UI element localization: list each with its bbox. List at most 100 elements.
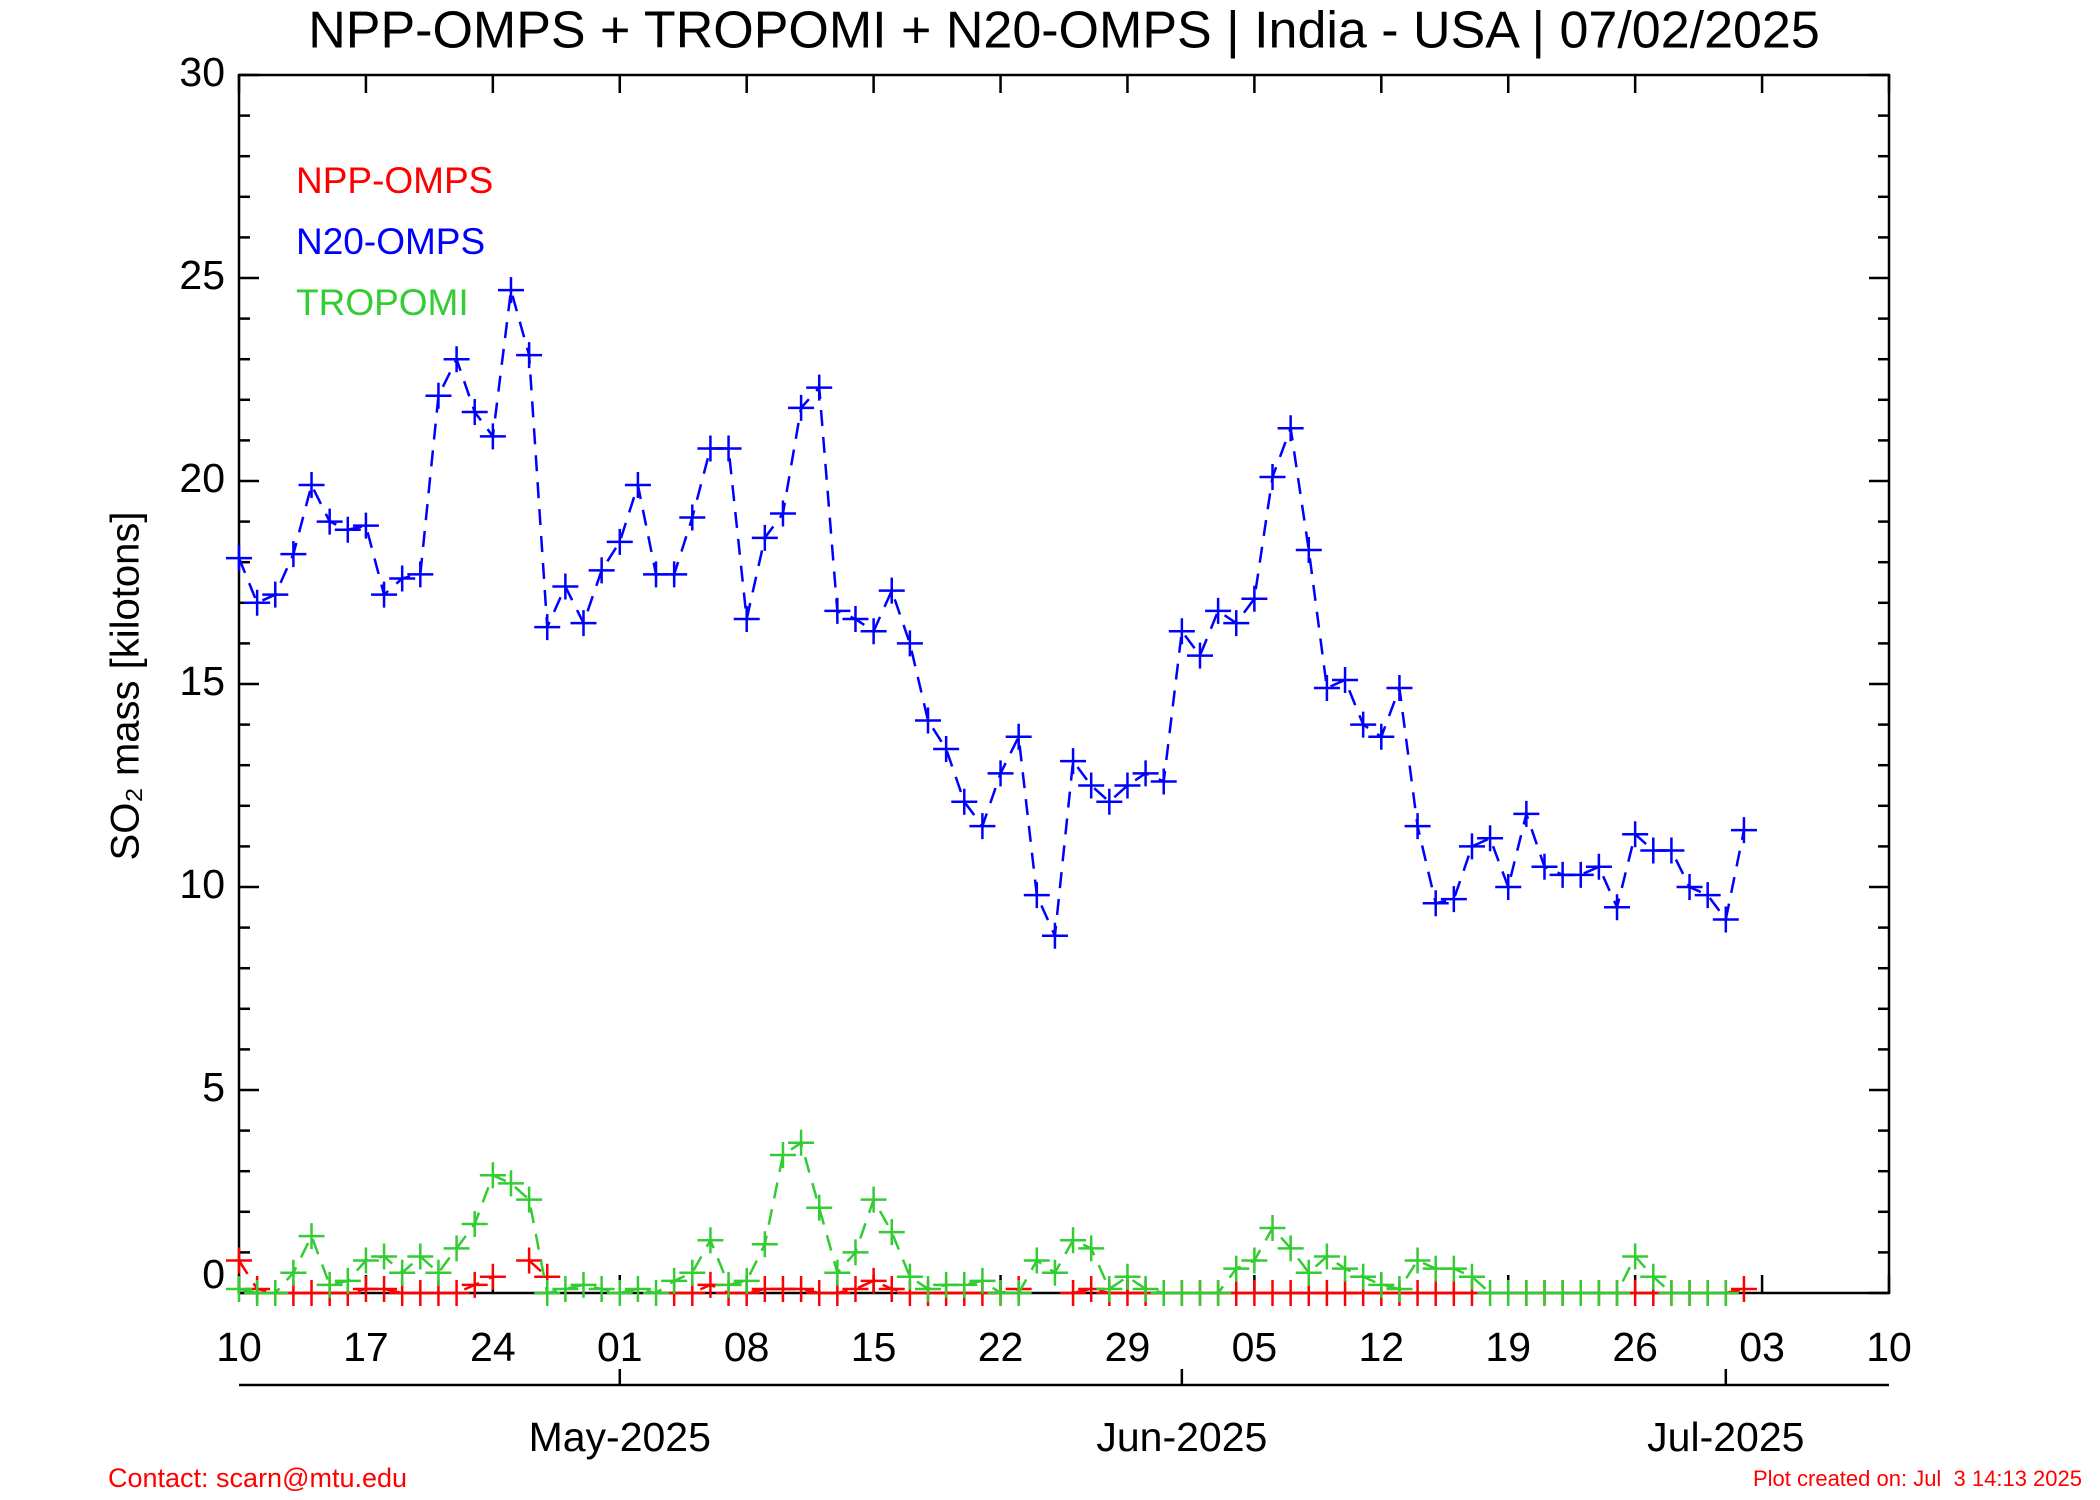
data-point (733, 1267, 760, 1294)
x-tick-label: 10 (216, 1324, 262, 1370)
y-tick-label: 15 (179, 658, 225, 704)
data-point (1096, 788, 1123, 815)
data-point (915, 1275, 942, 1302)
data-point (679, 1259, 706, 1286)
data-point (226, 1247, 252, 1274)
data-point (371, 1275, 398, 1302)
data-point (1712, 906, 1739, 933)
data-point (371, 581, 398, 608)
data-point (624, 472, 651, 499)
data-point (715, 435, 742, 462)
data-point (1332, 666, 1359, 693)
data-point (878, 577, 905, 604)
data-point (1440, 1255, 1467, 1282)
data-point (407, 1243, 434, 1270)
data-point (497, 277, 524, 304)
data-point (624, 1275, 651, 1302)
data-point (1005, 723, 1032, 750)
data-point (479, 1263, 506, 1290)
data-point (552, 573, 579, 600)
created-note: Plot created on: Jul 3 14:13 2025 (1753, 1466, 2082, 1491)
data-point (1041, 922, 1068, 949)
chart-title: NPP-OMPS + TROPOMI + N20-OMPS | India - … (308, 2, 1820, 60)
data-point (824, 1259, 851, 1286)
data-point (878, 1275, 905, 1302)
data-point (697, 1227, 724, 1254)
x-tick-label: 17 (343, 1324, 389, 1370)
data-point (751, 524, 778, 551)
x-tick-label: 12 (1359, 1324, 1405, 1370)
data-point (534, 614, 561, 641)
data-point (1604, 894, 1631, 921)
x-tick-label: 08 (724, 1324, 770, 1370)
data-point (407, 561, 434, 588)
data-point (1694, 882, 1721, 909)
data-point (1640, 1263, 1667, 1290)
data-point (860, 1267, 887, 1294)
data-point (1223, 1255, 1250, 1282)
data-point (1404, 1247, 1431, 1274)
data-point (371, 1243, 398, 1270)
data-point (1295, 537, 1322, 564)
data-point (443, 346, 470, 373)
data-point (1023, 1247, 1050, 1274)
legend-entry: NPP-OMPS (296, 160, 493, 201)
data-point (842, 606, 869, 633)
data-point (679, 504, 706, 531)
data-point (733, 606, 760, 633)
data-point (1477, 825, 1504, 852)
data-point (316, 1271, 343, 1298)
y-tick-label: 10 (179, 861, 225, 907)
data-point (389, 565, 416, 592)
y-tick-label: 20 (179, 455, 225, 501)
x-tick-label: 15 (851, 1324, 897, 1370)
data-point (951, 788, 978, 815)
data-point (1495, 874, 1522, 900)
data-point (842, 1239, 869, 1266)
data-point (842, 1275, 869, 1302)
data-point (1223, 610, 1250, 637)
data-point (824, 597, 851, 624)
data-point (298, 1223, 325, 1250)
data-point (1730, 1275, 1757, 1302)
data-point (425, 382, 452, 409)
data-point (1567, 861, 1594, 888)
y-axis-label: SO₂ mass [kilotons] (104, 512, 148, 861)
data-point (1205, 597, 1232, 624)
data-point (951, 1271, 978, 1298)
data-point (1458, 1263, 1485, 1290)
data-point (606, 1280, 633, 1306)
data-point (479, 1162, 506, 1189)
data-point (769, 1141, 796, 1168)
data-point (334, 516, 361, 543)
data-point (1458, 833, 1485, 860)
data-point (1513, 800, 1540, 827)
data-point (806, 374, 833, 401)
data-point (860, 618, 887, 645)
data-point (643, 1280, 670, 1306)
data-point (1712, 1280, 1739, 1306)
data-point (1041, 1259, 1068, 1286)
data-point (1241, 1247, 1268, 1274)
x-tick-label: 10 (1866, 1324, 1912, 1370)
data-point (896, 630, 923, 657)
data-point (933, 735, 960, 762)
data-point (298, 472, 325, 499)
month-label: Jun-2025 (1096, 1414, 1267, 1460)
data-point (1114, 1263, 1141, 1290)
data-point (1114, 772, 1141, 799)
data-point (1350, 1263, 1377, 1290)
data-point (1386, 675, 1413, 702)
data-point (497, 1170, 524, 1197)
data-point (661, 561, 688, 588)
y-tick-label: 30 (179, 49, 225, 95)
data-point (226, 545, 252, 572)
data-point (1313, 1243, 1340, 1270)
data-point (461, 398, 488, 425)
data-point (1440, 886, 1467, 913)
y-tick-label: 0 (202, 1251, 225, 1297)
data-point (425, 1259, 452, 1286)
data-point (1531, 853, 1558, 880)
data-point (715, 1271, 742, 1298)
x-tick-label: 03 (1739, 1324, 1785, 1370)
